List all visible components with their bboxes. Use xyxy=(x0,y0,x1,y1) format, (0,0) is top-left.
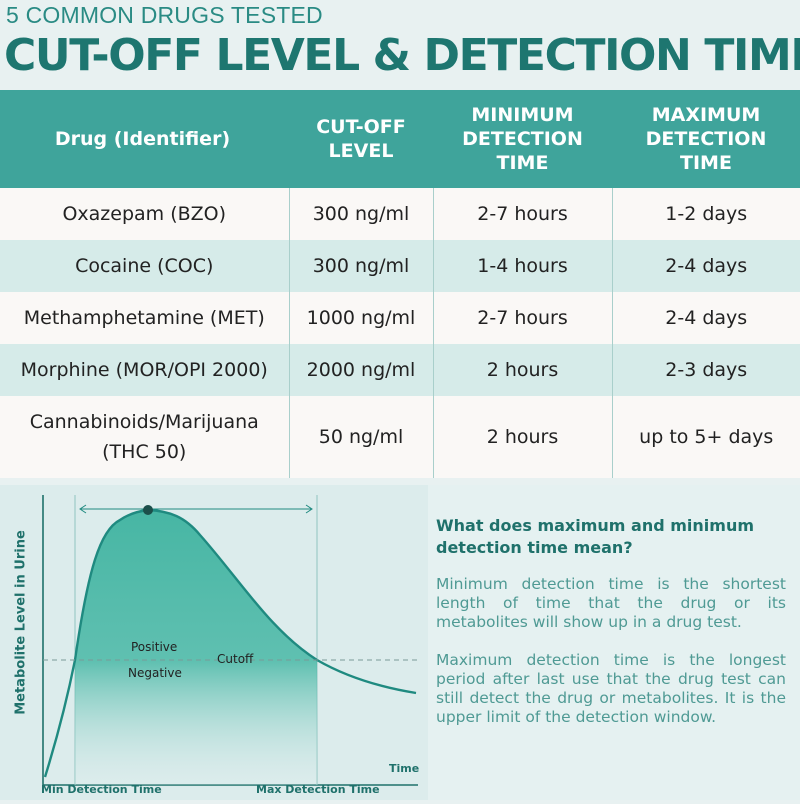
peak-point xyxy=(143,505,153,515)
header-drug: Drug (Identifier) xyxy=(0,90,289,188)
cell-drug: Morphine (MOR/OPI 2000) xyxy=(0,344,289,396)
page-title: CUT-OFF LEVEL & DETECTION TIME xyxy=(4,30,800,81)
cell-min: 2 hours xyxy=(432,396,612,478)
table-row: Morphine (MOR/OPI 2000) 2000 ng/ml 2 hou… xyxy=(0,344,800,396)
cell-max: 2-3 days xyxy=(611,344,800,396)
x-axis-label: Time xyxy=(389,762,420,775)
arrow-right-head xyxy=(305,504,313,514)
kicker-title: 5 COMMON DRUGS TESTED xyxy=(6,2,323,28)
negative-label: Negative xyxy=(128,666,182,680)
explanation-question: What does maximum and minimum detection … xyxy=(436,516,754,557)
detection-graph: Metabolite Level in Urine Positive Negat… xyxy=(0,485,428,800)
cell-drug: Methamphetamine (MET) xyxy=(0,292,289,344)
table-header-row: Drug (Identifier) CUT-OFF LEVEL MINIMUM DE… xyxy=(0,90,800,188)
cell-min: 1-4 hours xyxy=(432,240,612,292)
header-max-time: MAXIMUM DETECTION TIME xyxy=(612,90,800,188)
positive-label: Positive xyxy=(131,640,178,654)
detection-curve-svg xyxy=(42,495,418,786)
cell-cutoff: 2000 ng/ml xyxy=(288,344,433,396)
table-row: Cannabinoids/Marijuana (THC 50) 50 ng/ml … xyxy=(0,396,800,478)
header-cutoff: CUT-OFF LEVEL xyxy=(289,90,433,188)
drug-table: Drug (Identifier) CUT-OFF LEVEL MINIMUM DE… xyxy=(0,90,800,478)
cell-cutoff: 300 ng/ml xyxy=(288,240,433,292)
cell-max: 2-4 days xyxy=(611,292,800,344)
detection-window-fill xyxy=(75,510,317,785)
cell-max: 2-4 days xyxy=(611,240,800,292)
cell-min: 2-7 hours xyxy=(432,188,612,240)
header-min-time: MINIMUM DETECTION TIME xyxy=(433,90,612,188)
cell-drug: Cocaine (COC) xyxy=(0,240,289,292)
lower-section: Metabolite Level in Urine Positive Negat… xyxy=(0,485,800,800)
max-time-label: Max Detection Time xyxy=(256,783,380,796)
table-row: Methamphetamine (MET) 1000 ng/ml 2-7 hou… xyxy=(0,292,800,344)
cell-max: up to 5+ days xyxy=(611,396,800,478)
arrow-left-head xyxy=(79,504,87,514)
max-definition: Maximum detection time is the longest pe… xyxy=(436,651,786,726)
cell-min: 2-7 hours xyxy=(432,292,612,344)
cell-cutoff: 1000 ng/ml xyxy=(288,292,433,344)
cutoff-label: Cutoff xyxy=(217,652,254,666)
cell-cutoff: 300 ng/ml xyxy=(288,188,433,240)
cell-cutoff: 50 ng/ml xyxy=(288,396,433,478)
cell-max: 1-2 days xyxy=(611,188,800,240)
explanation-panel: What does maximum and minimum detection … xyxy=(436,515,786,746)
cell-drug: Cannabinoids/Marijuana (THC 50) xyxy=(0,396,289,478)
cell-min: 2 hours xyxy=(432,344,612,396)
min-time-label: Min Detection Time xyxy=(41,783,162,796)
table-row: Oxazepam (BZO) 300 ng/ml 2-7 hours 1-2 d… xyxy=(0,188,800,240)
table-row: Cocaine (COC) 300 ng/ml 1-4 hours 2-4 da… xyxy=(0,240,800,292)
y-axis-label: Metabolite Level in Urine xyxy=(13,530,29,715)
cell-drug: Oxazepam (BZO) xyxy=(0,188,289,240)
min-definition: Minimum detection time is the shortest l… xyxy=(436,575,786,631)
